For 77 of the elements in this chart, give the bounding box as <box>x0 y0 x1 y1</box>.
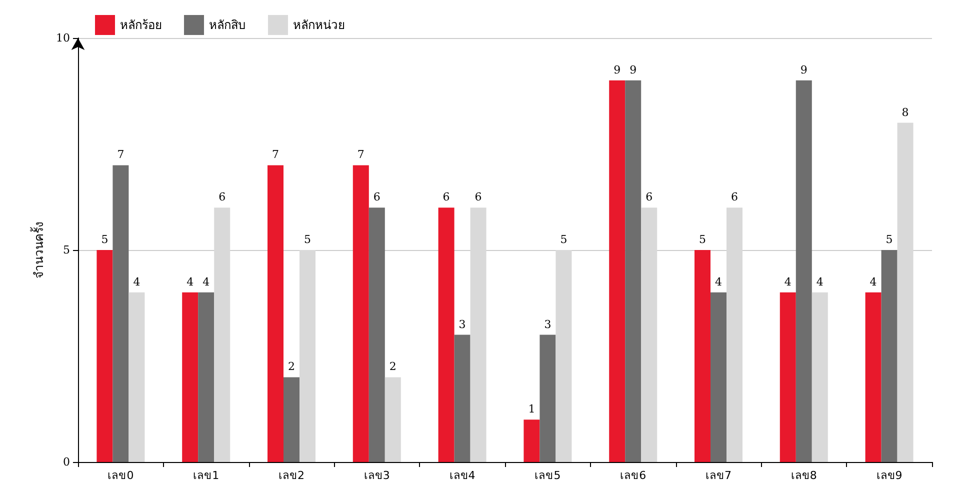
bar <box>384 377 401 462</box>
legend-label: หลักสิบ <box>209 18 246 32</box>
data-label: 5 <box>101 233 108 246</box>
data-label: 6 <box>731 190 738 204</box>
bar <box>865 292 882 462</box>
bar <box>284 377 300 462</box>
y-tick-label: 10 <box>56 32 70 44</box>
x-tick-label: เลข2 <box>278 469 304 482</box>
bar <box>796 80 812 462</box>
bar <box>470 208 486 462</box>
x-tick-label: เลข9 <box>876 469 902 482</box>
data-label: 4 <box>715 275 722 288</box>
y-tick-label: 0 <box>63 456 70 468</box>
bar <box>368 208 385 462</box>
x-tick-label: เลข4 <box>449 469 476 482</box>
x-tick-label: เลข1 <box>193 469 220 482</box>
bar <box>182 292 198 462</box>
bar <box>780 292 796 462</box>
bar <box>96 250 113 462</box>
bar <box>641 208 658 462</box>
bar <box>812 292 828 462</box>
data-label: 5 <box>886 233 893 246</box>
bar <box>726 208 742 462</box>
bar <box>625 80 642 462</box>
data-label: 4 <box>870 275 877 288</box>
data-label: 4 <box>202 275 210 288</box>
x-tick-label: เลข8 <box>790 469 817 482</box>
legend-label: หลักร้อย <box>120 18 162 32</box>
x-tick-label: เลข5 <box>534 469 561 482</box>
data-label: 5 <box>560 233 568 246</box>
data-label: 7 <box>357 148 364 162</box>
data-label: 5 <box>304 233 311 246</box>
legend-label: หลักหน่วย <box>293 18 345 32</box>
x-tick-label: เลข0 <box>108 469 134 482</box>
bar <box>556 250 572 462</box>
bar <box>352 165 369 462</box>
data-label: 3 <box>458 318 466 331</box>
bar <box>694 250 710 462</box>
data-label: 7 <box>272 148 279 162</box>
bar <box>198 292 214 462</box>
data-label: 1 <box>528 402 536 416</box>
data-label: 5 <box>699 233 706 246</box>
x-tick-label: เลข3 <box>364 469 390 482</box>
data-label: 6 <box>218 190 226 204</box>
bar <box>881 250 898 462</box>
data-label: 8 <box>902 106 909 119</box>
data-label: 6 <box>373 190 380 204</box>
data-label: 3 <box>544 318 552 331</box>
bar <box>300 250 316 462</box>
data-label: 2 <box>389 360 396 374</box>
data-label: 6 <box>442 190 450 204</box>
bar <box>128 292 145 462</box>
bar <box>897 122 914 462</box>
data-label: 2 <box>288 360 295 374</box>
data-label: 4 <box>816 275 824 288</box>
y-tick-label: 5 <box>63 244 70 256</box>
y-axis-title: จำนวนครั้ง <box>30 222 46 278</box>
data-label: 9 <box>630 63 637 76</box>
bar <box>268 165 284 462</box>
data-label: 4 <box>186 275 194 288</box>
bar <box>609 80 626 462</box>
data-label: 6 <box>474 190 482 204</box>
x-tick-label: เลข6 <box>620 469 646 482</box>
bar <box>214 208 230 462</box>
data-label: 7 <box>117 148 124 162</box>
data-label: 9 <box>800 63 808 76</box>
data-label: 6 <box>646 190 653 204</box>
x-tick-label: เลข7 <box>706 469 732 482</box>
bar <box>710 292 726 462</box>
bar <box>454 334 470 462</box>
data-label: 9 <box>614 63 621 76</box>
bar <box>438 208 454 462</box>
data-label: 4 <box>133 275 140 288</box>
bar <box>540 334 556 462</box>
bar <box>112 165 129 462</box>
data-label: 4 <box>784 275 792 288</box>
bar <box>524 420 540 462</box>
